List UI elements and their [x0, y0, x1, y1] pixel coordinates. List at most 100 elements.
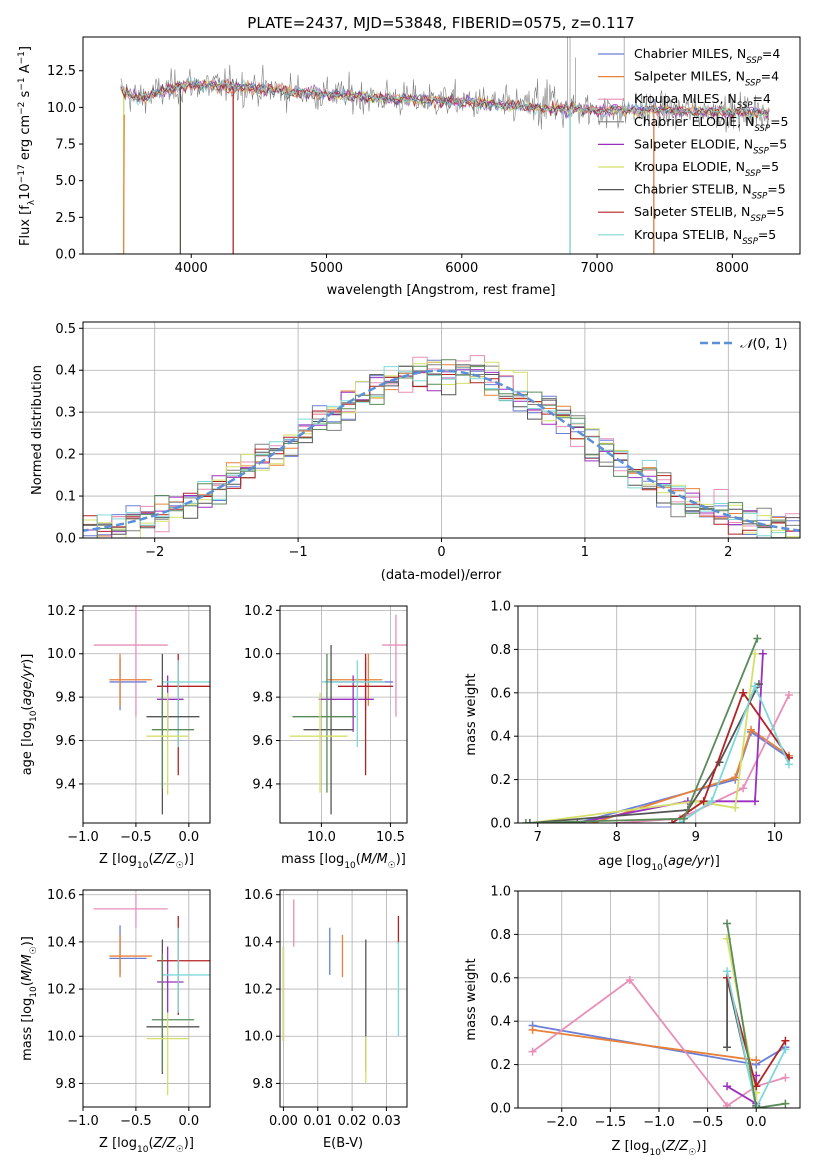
label-part: 10: [29, 986, 39, 998]
weight-marker: [752, 1056, 761, 1065]
x-axis-label: age [log10(age/yr)]: [598, 854, 720, 873]
x-tick-label: 2: [724, 545, 732, 560]
y-axis-label: age [log10(age/yr)]: [20, 654, 39, 776]
axes-frame: [279, 889, 408, 1108]
legend-text: =5: [758, 227, 776, 242]
axes-frame: [279, 605, 408, 824]
plot-area: [282, 899, 400, 1084]
axes-frame: [82, 605, 211, 824]
legend-text: Chabrier ELODIE, N: [634, 114, 754, 129]
legend-label: 𝒩(0, 1): [740, 337, 787, 352]
y-axis-label: mass [log10(M/M☉)]: [20, 936, 39, 1061]
y-tick-label: 10.0: [47, 647, 76, 662]
label-part: (: [20, 706, 35, 711]
plot-area: [116, 37, 770, 254]
label-part: (: [20, 981, 35, 986]
x-tick-label: −0.5: [692, 1115, 724, 1130]
label-part: s: [18, 90, 33, 101]
weight-marker: [625, 975, 634, 984]
legend-text: =5: [767, 182, 785, 197]
model-edge: [116, 114, 125, 254]
spectrum-panel: 4000 5000 6000 7000 8000 0.0 2.5 5.0 7.5 10.0 12.5…: [17, 36, 801, 298]
y-tick-label: 10.0: [47, 101, 76, 116]
y-tick-label: 9.8: [55, 1077, 76, 1092]
x-tick-label: 9: [692, 830, 700, 845]
label-part: −1: [17, 51, 27, 64]
legend-text: =5: [766, 204, 784, 219]
y-tick-label: 2.5: [55, 211, 76, 226]
label-part: (: [663, 854, 668, 869]
x-tick-label: 6000: [445, 261, 478, 276]
axes-frame: [82, 36, 801, 255]
y-tick-label: 0.2: [55, 448, 76, 463]
legend-label: Chabrier ELODIE, NSSP=5: [634, 114, 789, 134]
label-part: Z [log: [99, 852, 137, 867]
legend-text: SSP: [750, 214, 766, 224]
legend-text: SSP: [742, 237, 758, 247]
weight-line: [529, 683, 760, 823]
y-tick-label: 9.6: [252, 734, 273, 749]
y-tick-label: 10.2: [244, 983, 273, 998]
label-part: erg cm: [18, 115, 33, 164]
weight-marker: [739, 688, 748, 697]
label-part: 10: [18, 183, 33, 200]
legend-label: Salpeter STELIB, NSSP=5: [634, 204, 784, 224]
legend-text: SSP: [754, 124, 770, 134]
y-tick-label: 0.4: [490, 1015, 511, 1030]
legend-text: SSP: [745, 169, 761, 179]
label-part: 10: [649, 1148, 661, 1158]
y-tick-label: 10.6: [47, 888, 76, 903]
label-part: (: [661, 1139, 666, 1154]
weight-marker: [781, 1073, 790, 1082]
legend-label: Chabrier MILES, NSSP=4: [634, 46, 780, 66]
label-part: M/M: [361, 852, 388, 867]
label-part: −2: [17, 102, 27, 115]
x-tick-label: 0.03: [372, 1114, 401, 1129]
y-tick-label: 10.2: [47, 604, 76, 619]
legend-text: Kroupa MILES, N: [634, 91, 737, 106]
weight-marker: [723, 1043, 732, 1052]
x-tick-label: 10.5: [376, 830, 405, 845]
label-part: 10: [29, 710, 39, 722]
y-tick-label: 0.1: [55, 490, 76, 505]
label-part: Z/Z: [153, 852, 177, 867]
label-part: ☉: [688, 1148, 696, 1158]
y-tick-label: 0.6: [490, 686, 511, 701]
y-axis-label: Flux [fλ10−17 erg cm−2 s−1 A−1]: [17, 46, 37, 246]
x-tick-label: 4000: [175, 261, 208, 276]
weight-marker: [707, 797, 716, 806]
y-tick-label: 0.5: [55, 322, 76, 337]
y-tick-label: 0.0: [490, 1102, 511, 1117]
x-tick-label: 0: [437, 545, 445, 560]
legend-text: Kroupa ELODIE, N: [634, 159, 745, 174]
mass-vs-z-panel: −1.0 −0.5 0.09.810.010.210.410.6Z [log10(Z…: [20, 888, 211, 1155]
label-part: Flux [f: [18, 205, 33, 246]
x-tick-label: −1: [289, 545, 308, 560]
x-tick-label: 1: [581, 545, 589, 560]
legend-label: Salpeter ELODIE, NSSP=5: [634, 136, 787, 156]
x-tick-label: −1.0: [67, 1114, 99, 1129]
x-tick-label: 0.0: [746, 1115, 767, 1130]
weight-vs-z-panel: −2.0 −1.5 −1.0 −0.5 0.0 0.0 0.2 0.4 0.6 0.8 1.0 Z […: [464, 885, 801, 1158]
weight-line: [726, 923, 786, 1108]
age-vs-mass-panel: 10.0 10.5 9.4 9.6 9.8 10.0 10.2 mass [log10(M/M…: [244, 604, 408, 871]
label-part: (: [148, 1136, 153, 1151]
weight-line: [726, 971, 787, 1108]
x-tick-label: −2: [145, 545, 164, 560]
legend-label: Kroupa ELODIE, NSSP=5: [634, 159, 779, 179]
x-axis-label: mass [log10(M/M☉)]: [281, 852, 406, 871]
legend-text: Kroupa STELIB, N: [634, 227, 742, 242]
weight-marker: [525, 819, 534, 823]
label-part: −17: [17, 164, 27, 183]
label-part: )]: [20, 654, 35, 664]
label-part: )]: [184, 852, 194, 867]
y-tick-label: 0.4: [490, 730, 511, 745]
weight-line: [532, 1029, 757, 1062]
y-tick-label: 0.8: [490, 928, 511, 943]
weight-marker: [699, 797, 708, 806]
legend-text: Chabrier STELIB, N: [634, 182, 752, 197]
normal-curve: [83, 369, 800, 532]
label-part: )]: [710, 854, 720, 869]
legend-text: SSP: [753, 146, 769, 156]
